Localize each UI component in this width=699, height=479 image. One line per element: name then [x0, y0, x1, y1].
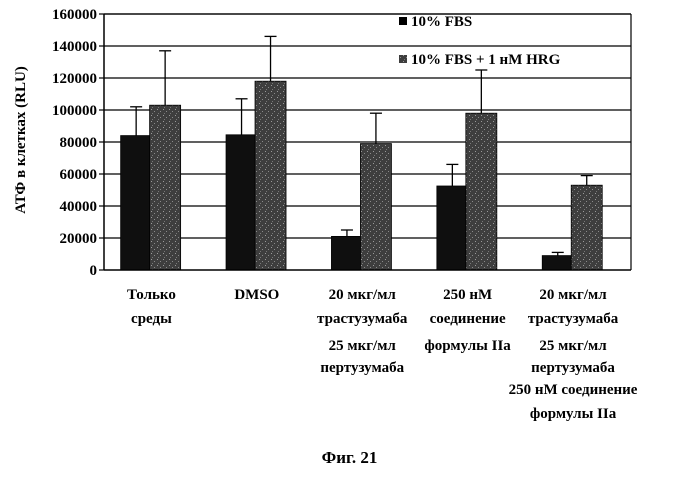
category-label-line: DMSO — [234, 287, 279, 303]
category-label-line: формулы IIa — [530, 406, 617, 422]
category-label-line: трастузумаба — [317, 311, 408, 327]
category-label-0: Только среды — [127, 287, 176, 327]
category-label-line: 25 мкг/мл — [539, 338, 607, 354]
legend-swatch-10-fbs — [399, 17, 407, 25]
category-label-line: среды — [131, 311, 172, 327]
category-label-line: пертузумаба — [531, 360, 615, 376]
legend-label-10-fbs: 10% FBS — [411, 14, 472, 30]
bar-fbs-hrg-2 — [360, 144, 391, 270]
y-tick-label: 40000 — [60, 199, 98, 215]
category-label-line: 20 мкг/мл — [329, 287, 397, 303]
category-label-line: 20 мкг/мл — [539, 287, 607, 303]
category-label-2: 20 мкг/мл трастузумаба 25 мкг/мл пертузумаб… — [317, 287, 408, 376]
category-label-3: 250 нМ соединение формулы IIa — [424, 287, 511, 354]
category-labels: Только среды DMSO 20 мкг/мл трастузумаба 25 м… — [127, 287, 638, 422]
y-axis-label: АТФ в клетках (RLU) — [13, 66, 29, 214]
category-label-line: 250 нМ соединение — [509, 382, 638, 398]
y-tick-label: 0 — [90, 263, 98, 279]
y-tick-label: 100000 — [52, 103, 97, 119]
bar-fbs-3 — [437, 186, 468, 270]
category-label-4: 20 мкг/мл трастузумаба 25 мкг/мл пертузумаб… — [509, 287, 638, 422]
legend-label-10-fbs-hrg: 10% FBS + 1 нМ HRG — [411, 52, 561, 68]
category-label-line: пертузумаба — [320, 360, 404, 376]
y-tick-label: 140000 — [52, 39, 97, 55]
category-label-line: 25 мкг/мл — [329, 338, 397, 354]
bar-fbs-2 — [331, 236, 362, 270]
bar-fbs-1 — [226, 135, 257, 270]
legend-swatch-10-fbs-hrg — [399, 55, 407, 63]
bar-fbs-hrg-3 — [466, 113, 497, 270]
y-tick-label: 80000 — [60, 135, 98, 151]
bar-fbs-4 — [542, 256, 573, 270]
bar-fbs-hrg-0 — [150, 105, 181, 270]
y-tick-label: 160000 — [52, 7, 97, 23]
category-label-line: соединение — [430, 311, 506, 327]
category-label-line: формулы IIa — [424, 338, 511, 354]
bars — [121, 36, 603, 270]
legend: 10% FBS 10% FBS + 1 нМ HRG — [399, 14, 561, 68]
figure-caption: Фиг. 21 — [0, 448, 699, 468]
category-label-line: 250 нМ — [443, 287, 492, 303]
category-label-line: трастузумаба — [528, 311, 619, 327]
y-tick-label: 120000 — [52, 71, 97, 87]
category-label-line: Только — [127, 287, 176, 303]
category-label-1: DMSO — [234, 287, 279, 303]
y-tick-label: 60000 — [60, 167, 98, 183]
bar-fbs-hrg-4 — [571, 185, 602, 270]
bar-fbs-hrg-1 — [255, 81, 286, 270]
y-tick-label: 20000 — [60, 231, 98, 247]
y-tick-labels: 0 20000 40000 60000 80000 100000 120000 140000 1… — [52, 7, 104, 279]
bar-fbs-0 — [121, 136, 152, 270]
